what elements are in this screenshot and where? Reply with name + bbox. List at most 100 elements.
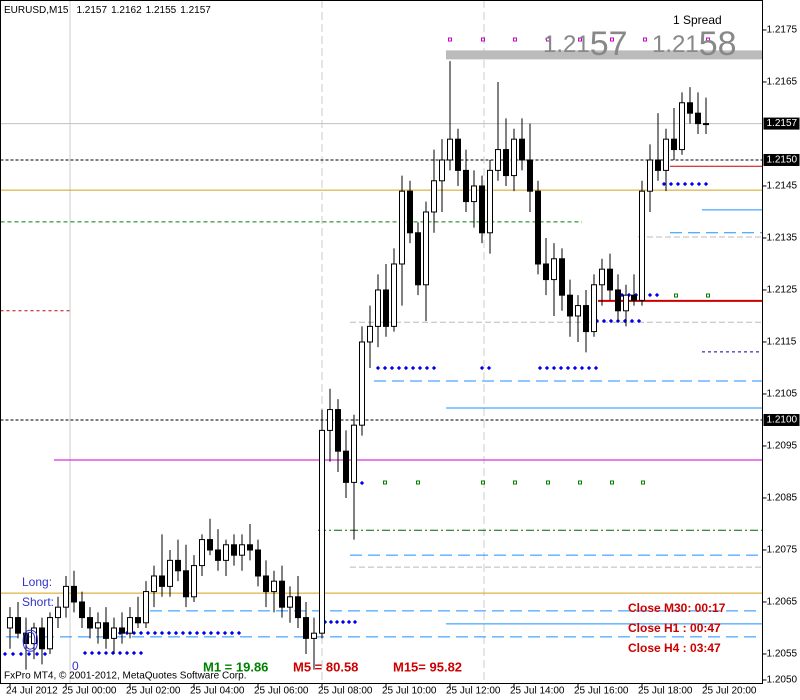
candle-body <box>151 575 157 593</box>
candle-body <box>263 575 269 593</box>
x-tick-label: 25 Jul 20:00 <box>702 686 757 697</box>
signal-dot <box>593 365 599 371</box>
candle-body <box>327 409 333 431</box>
candle-body <box>439 159 445 182</box>
candle-body <box>175 559 181 572</box>
bid-prefix: 1.21 <box>543 31 590 58</box>
candle-body <box>199 539 205 567</box>
signal-square <box>448 37 452 42</box>
signal-dot <box>382 365 388 371</box>
signal-square <box>416 480 420 485</box>
signal-dot <box>579 365 585 371</box>
signal-square <box>578 37 582 42</box>
signal-square <box>578 480 582 485</box>
signal-dot <box>636 318 642 324</box>
signal-dot <box>486 365 492 371</box>
signal-dot <box>696 181 702 187</box>
y-tick-label: 1.2165 <box>767 77 798 88</box>
signal-dot <box>668 181 674 187</box>
x-tick-label: 24 Jul 2012 <box>6 686 58 697</box>
long-value: 0 <box>22 625 39 658</box>
signal-dot <box>424 365 430 371</box>
signal-dot <box>208 630 214 636</box>
signal-dot <box>389 365 395 371</box>
candle-body <box>287 596 293 608</box>
bid-big: 57 <box>590 25 628 63</box>
x-tick-label: 25 Jul 08:00 <box>318 686 373 697</box>
candle-body <box>583 305 589 333</box>
candle-body <box>127 617 133 634</box>
candle-body <box>87 617 93 629</box>
signal-dot <box>152 630 158 636</box>
candle-body <box>479 185 485 234</box>
x-tick-label: 25 Jul 18:00 <box>638 686 693 697</box>
signal-dot <box>328 619 334 625</box>
signal-dot <box>572 365 578 371</box>
signal-dot <box>558 365 564 371</box>
candle-body <box>615 289 621 312</box>
candle-body <box>31 627 37 645</box>
candle-body <box>351 424 357 483</box>
price-marker-label: 1.2157 <box>767 118 798 129</box>
signal-square <box>383 480 387 485</box>
header-low: 1.2155 <box>146 5 177 16</box>
candle-body <box>247 544 253 551</box>
candle-body <box>159 575 165 587</box>
candle-body <box>511 138 517 177</box>
candle-body <box>623 294 629 312</box>
candle-body <box>543 263 549 281</box>
signal-dot <box>537 365 543 371</box>
candle-body <box>671 138 677 151</box>
candle-body <box>607 268 613 291</box>
y-tick-label: 1.2125 <box>767 285 798 296</box>
candle-body <box>223 544 229 561</box>
y-tick-label: 1.2050 <box>767 675 798 686</box>
candle-body <box>47 617 53 650</box>
signal-dot <box>647 292 653 298</box>
candle-body <box>639 190 645 301</box>
candle-body <box>407 190 413 234</box>
candle-body <box>63 585 69 608</box>
signal-dot <box>661 181 667 187</box>
candle-body <box>687 102 693 114</box>
candle-body <box>271 580 277 593</box>
signal-dot <box>180 630 186 636</box>
candle-body <box>391 263 397 327</box>
y-tick-label: 1.2085 <box>767 493 798 504</box>
chart-header: EURUSD,M15 1.2157 1.2162 1.2155 1.2157 <box>4 5 211 16</box>
candle-body <box>503 149 509 177</box>
signal-square <box>481 37 485 42</box>
candle-body <box>311 632 317 639</box>
y-tick-label: 1.2135 <box>767 233 798 244</box>
signal-dot <box>586 365 592 371</box>
candle-body <box>255 549 261 577</box>
signal-square <box>706 293 710 298</box>
candle-body <box>567 294 573 317</box>
signal-dot <box>201 630 207 636</box>
signal-square <box>513 480 517 485</box>
candle-body <box>279 580 285 608</box>
candle-body <box>447 138 453 161</box>
signal-dot <box>215 630 221 636</box>
signal-dot <box>675 181 681 187</box>
y-tick-label: 1.2075 <box>767 545 798 556</box>
y-tick-label: 1.2175 <box>767 25 798 36</box>
header-high: 1.2162 <box>111 5 142 16</box>
candle-body <box>551 258 557 281</box>
signal-square <box>610 480 614 485</box>
close-m30: Close M30: 00:17 <box>628 601 726 615</box>
signal-dot <box>410 365 416 371</box>
signal-square <box>546 37 550 42</box>
candle-body <box>295 596 301 619</box>
candle-body <box>631 294 637 301</box>
y-tick-label: 1.2115 <box>767 337 797 348</box>
y-tick-label: 1.2105 <box>767 389 798 400</box>
signal-dot <box>131 650 137 656</box>
signal-dot <box>236 630 242 636</box>
signal-dot <box>138 650 144 656</box>
y-tick-label: 1.2145 <box>767 181 798 192</box>
signal-dot <box>145 630 151 636</box>
price-marker <box>763 153 800 166</box>
close-h4: Close H4 : 03:47 <box>628 641 721 655</box>
x-tick-label: 25 Jul 10:00 <box>382 686 437 697</box>
